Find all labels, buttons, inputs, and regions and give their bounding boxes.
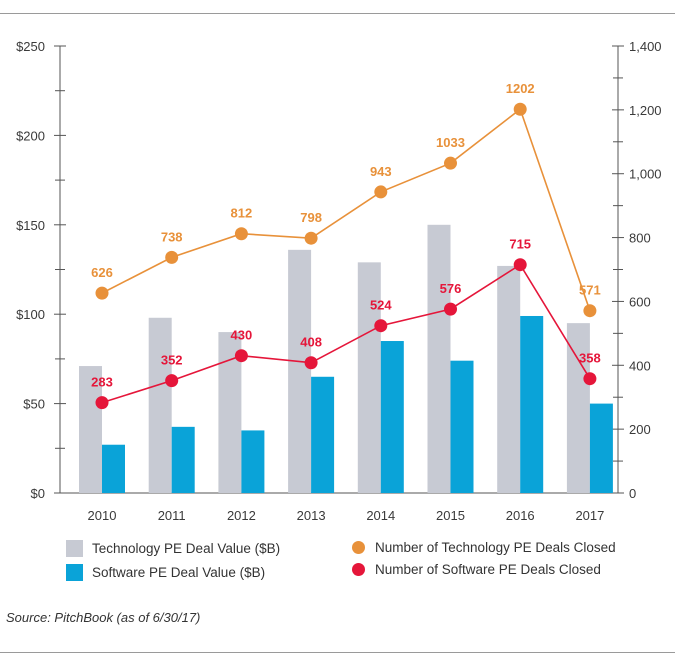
technology-deals-point <box>444 156 457 170</box>
technology-deals-data-label: 943 <box>370 164 392 179</box>
technology-deals-marker <box>352 541 365 554</box>
technology-deals-point <box>374 185 388 199</box>
right-y-tick-label: 200 <box>629 422 651 437</box>
software-value-bar <box>380 341 404 493</box>
software-deals-point <box>304 356 318 370</box>
technology-deals-point <box>513 102 527 116</box>
technology-deals-data-label: 812 <box>231 206 253 221</box>
right-y-tick-label: 0 <box>629 486 636 501</box>
software-deals-point <box>513 258 527 272</box>
technology-deals-point <box>304 231 318 245</box>
software-deals-data-label: 352 <box>161 353 183 368</box>
technology-deals-data-label: 1033 <box>436 135 465 150</box>
software-deals-data-label: 430 <box>231 328 253 343</box>
top-rule <box>0 13 675 14</box>
legend-label-software-deals: Number of Software PE Deals Closed <box>375 562 601 577</box>
right-y-tick-label: 1,200 <box>629 103 662 118</box>
left-y-tick-label: $200 <box>16 128 45 143</box>
technology-deals-data-label: 1202 <box>506 81 535 96</box>
technology-value-swatch <box>66 540 83 557</box>
x-tick-label: 2017 <box>575 508 604 523</box>
x-tick-label: 2011 <box>158 508 186 523</box>
technology-deals-data-label: 571 <box>579 283 601 298</box>
technology-deals-data-label: 798 <box>300 210 322 225</box>
right-y-tick-label: 800 <box>629 231 651 246</box>
software-deals-data-label: 283 <box>91 375 113 390</box>
software-value-swatch <box>66 564 83 581</box>
x-tick-label: 2013 <box>297 508 326 523</box>
software-deals-data-label: 715 <box>509 237 531 252</box>
technology-value-bar <box>148 317 172 493</box>
x-tick-label: 2015 <box>436 508 465 523</box>
technology-deals-data-label: 738 <box>161 229 183 244</box>
software-deals-point <box>165 374 179 388</box>
legend-item-technology-deals: Number of Technology PE Deals Closed <box>352 540 616 555</box>
technology-value-bar <box>566 323 590 493</box>
bottom-rule <box>0 652 675 653</box>
software-value-bar <box>241 430 265 493</box>
technology-value-bar <box>497 265 521 493</box>
software-deals-point <box>374 319 388 333</box>
software-deals-point <box>95 396 109 410</box>
software-value-bar <box>102 444 125 493</box>
software-deals-point <box>444 302 457 316</box>
left-y-tick-label: $150 <box>16 218 45 233</box>
software-deals-data-label: 524 <box>370 298 392 313</box>
right-y-tick-label: 400 <box>629 358 651 373</box>
software-deals-point <box>583 372 597 386</box>
software-value-bar <box>171 426 195 493</box>
software-deals-point <box>234 349 248 363</box>
left-y-tick-label: $100 <box>16 307 45 322</box>
technology-value-bar <box>357 262 381 493</box>
left-y-tick-label: $250 <box>16 39 45 54</box>
software-deals-data-label: 408 <box>300 335 322 350</box>
technology-value-bar <box>79 366 102 493</box>
technology-deals-point <box>583 304 597 318</box>
software-value-bar <box>520 315 544 493</box>
x-tick-label: 2010 <box>88 508 117 523</box>
technology-deals-point <box>234 227 248 241</box>
technology-deals-data-label: 626 <box>91 265 113 280</box>
software-value-bar <box>589 403 613 493</box>
technology-deals-point <box>95 286 109 300</box>
software-value-bar <box>311 376 335 493</box>
left-y-tick-label: $50 <box>23 397 45 412</box>
technology-value-bar <box>288 249 312 493</box>
source-note: Source: PitchBook (as of 6/30/17) <box>6 610 201 625</box>
technology-deals-point <box>165 250 179 264</box>
legend-label-technology-value: Technology PE Deal Value ($B) <box>92 541 281 556</box>
technology-deals-line <box>101 107 591 311</box>
legend-item-technology-value: Technology PE Deal Value ($B) <box>66 540 280 557</box>
legend-item-software-deals: Number of Software PE Deals Closed <box>352 562 601 577</box>
x-tick-label: 2012 <box>227 508 256 523</box>
right-y-tick-label: 1,400 <box>629 39 662 54</box>
left-y-tick-label: $0 <box>31 486 45 501</box>
x-tick-label: 2016 <box>506 508 535 523</box>
x-tick-label: 2014 <box>366 508 395 523</box>
right-y-tick-label: 600 <box>629 294 651 309</box>
technology-value-bar <box>218 332 242 493</box>
legend-item-software-value: Software PE Deal Value ($B) <box>66 564 265 581</box>
technology-value-bar <box>427 224 451 494</box>
software-deals-data-label: 358 <box>579 351 601 366</box>
right-y-tick-label: 1,000 <box>629 167 662 182</box>
software-deals-line <box>101 263 591 404</box>
legend-label-software-value: Software PE Deal Value ($B) <box>92 565 266 580</box>
legend-label-technology-deals: Number of Technology PE Deals Closed <box>375 540 616 555</box>
software-deals-data-label: 576 <box>440 281 462 296</box>
combo-chart: $0 $50 $100 $150 $200 $250 0 200 400 600 800 1,000 1… <box>16 39 662 523</box>
software-value-bar <box>450 360 474 493</box>
software-deals-marker <box>352 563 365 576</box>
